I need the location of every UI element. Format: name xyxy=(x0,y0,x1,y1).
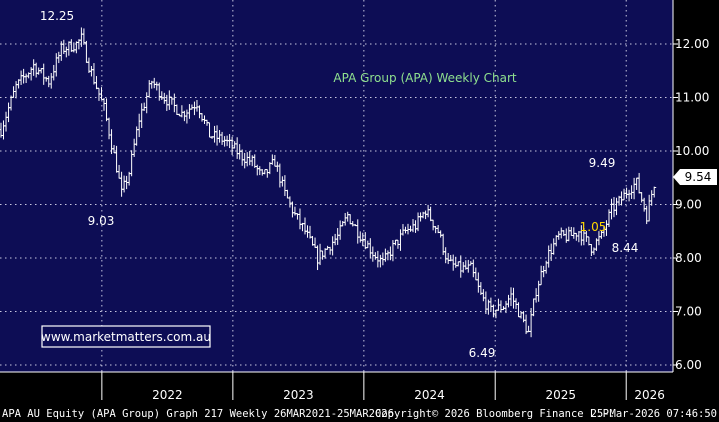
price-bars xyxy=(0,27,657,338)
annotation-low-2022: 9.03 xyxy=(88,214,115,228)
chart-title: APA Group (APA) Weekly Chart xyxy=(333,71,517,85)
footer-left: APA AU Equity (APA Group) Graph 217 Week… xyxy=(2,408,394,420)
x-axis: 2022 2023 2024 2025 2026 xyxy=(0,371,673,402)
x-tick-label: 2023 xyxy=(283,388,314,402)
y-tick-label: 6.00 xyxy=(675,358,702,372)
x-tick-label: 2024 xyxy=(414,388,445,402)
last-price-value: 9.54 xyxy=(685,170,712,184)
footer-right: 25-Mar-2026 07:46:50 xyxy=(591,408,717,420)
watermark-box: www.marketmatters.com.au xyxy=(41,325,211,348)
plot-background xyxy=(0,0,673,372)
annotation-low-2026: 8.44 xyxy=(612,241,639,255)
last-price-tag: 9.54 xyxy=(673,169,717,185)
watermark-text: www.marketmatters.com.au xyxy=(41,330,211,344)
annotation-high-2021: 12.25 xyxy=(40,9,74,23)
price-bar xyxy=(652,186,657,198)
y-tick-label: 12.00 xyxy=(675,37,709,51)
footer-middle: Copyright© 2026 Bloomberg Finance L.P. xyxy=(375,408,615,420)
x-tick-label: 2025 xyxy=(545,388,576,402)
x-tick-label: 2026 xyxy=(634,388,665,402)
annotation-high-2026: 9.49 xyxy=(589,156,616,170)
y-tick-label: 7.00 xyxy=(675,305,702,319)
y-axis: 6.00 7.00 8.00 9.00 10.00 11.00 12.00 xyxy=(672,0,709,372)
annotation-range: 1.05 xyxy=(580,220,607,234)
annotation-low-2025: 6.49 xyxy=(469,346,496,360)
y-tick-label: 8.00 xyxy=(675,251,702,265)
y-tick-label: 10.00 xyxy=(675,144,709,158)
y-tick-label: 9.00 xyxy=(675,198,702,212)
grid-lines xyxy=(0,0,673,372)
x-tick-label: 2022 xyxy=(152,388,183,402)
y-tick-label: 11.00 xyxy=(675,91,709,105)
